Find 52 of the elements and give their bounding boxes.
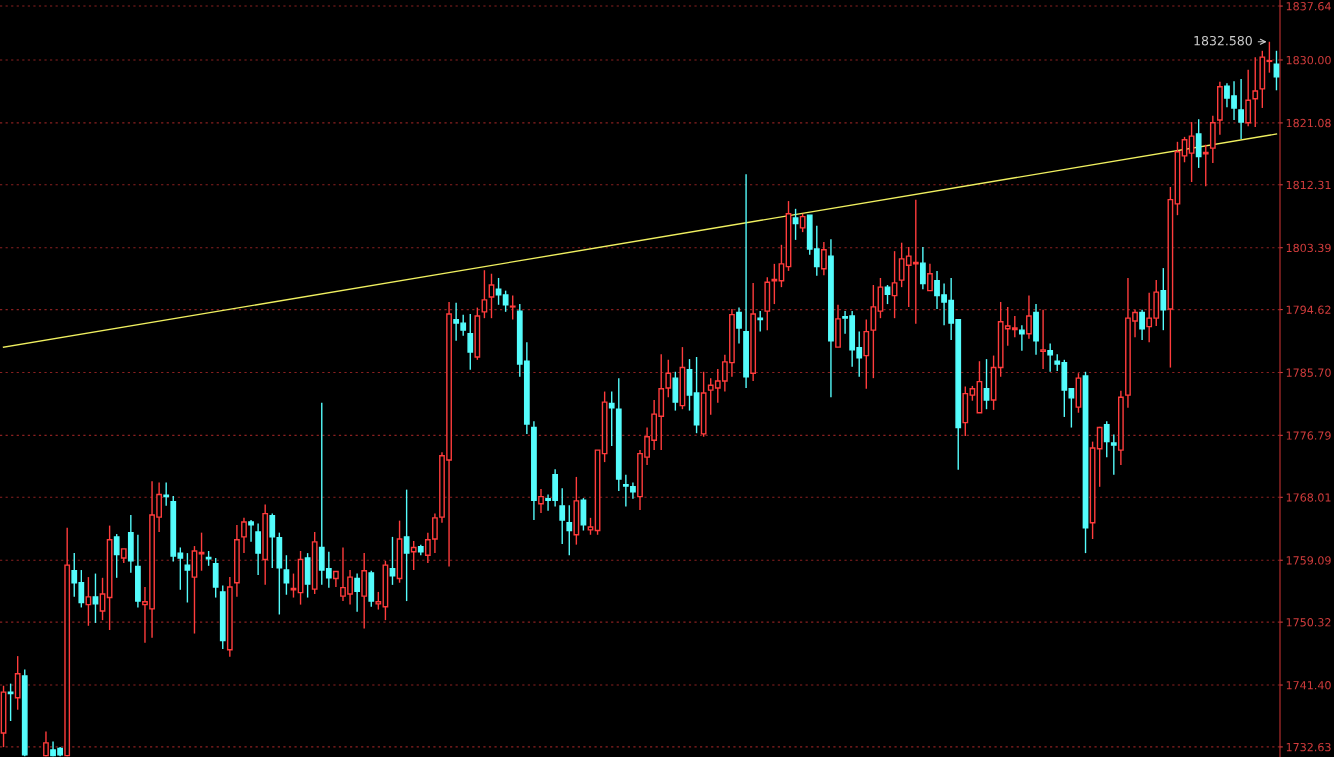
candlestick (226, 576, 233, 658)
candlestick (835, 304, 841, 348)
candlestick (354, 572, 361, 613)
candlestick (919, 246, 926, 290)
candlestick (234, 524, 240, 598)
candlestick (1033, 303, 1039, 356)
annotation: 1832.580 (1194, 35, 1252, 46)
candlestick (538, 488, 544, 514)
candlestick (1110, 433, 1117, 476)
candlestick (1245, 69, 1252, 127)
y-tick-label: 1732.63 (1286, 742, 1331, 752)
candlestick (1018, 324, 1025, 352)
candlestick (1026, 294, 1032, 340)
y-tick-label: 1821.08 (1286, 118, 1331, 128)
candlestick (248, 519, 254, 543)
candlestick (743, 173, 749, 389)
y-tick-label: 1785.70 (1286, 368, 1331, 377)
candlestick (870, 284, 877, 379)
candlestick (1209, 115, 1216, 164)
y-tick-label: 1741.40 (1286, 681, 1331, 690)
candlestick (1047, 342, 1054, 373)
candlestick (135, 534, 141, 609)
candlestick (1139, 309, 1145, 341)
candlestick (241, 517, 247, 554)
candlestick (1252, 56, 1259, 128)
candlestick (1117, 390, 1124, 466)
candlestick (750, 282, 757, 382)
candlestick (1238, 78, 1244, 140)
candlestick (92, 572, 99, 624)
y-tick-label: 1794.62 (1286, 305, 1331, 314)
candlestick (828, 238, 834, 398)
candlestick (927, 263, 933, 292)
candlestick (127, 514, 134, 574)
candlestick (333, 570, 339, 588)
y-tick-label: 1812.31 (1286, 180, 1331, 190)
candlestick (1040, 309, 1046, 370)
y-tick-label: 1837.64 (1286, 2, 1331, 11)
y-tick-label: 1750.32 (1286, 618, 1331, 627)
y-tick-label: 1759.09 (1286, 556, 1331, 565)
candlestick (1160, 267, 1167, 331)
candlestick (1096, 426, 1103, 488)
y-tick-label: 1803.39 (1286, 243, 1331, 253)
candlestick (403, 488, 410, 602)
candlestick (255, 522, 262, 576)
candlestick (1217, 81, 1223, 136)
candlestick (736, 306, 742, 345)
y-tick-label: 1768.01 (1286, 493, 1331, 502)
candlestick (820, 241, 827, 276)
y-tick-label: 1830.00 (1286, 55, 1331, 65)
candlestick (531, 420, 537, 521)
candlestick (262, 503, 269, 586)
y-tick-label: 1776.79 (1286, 431, 1331, 440)
